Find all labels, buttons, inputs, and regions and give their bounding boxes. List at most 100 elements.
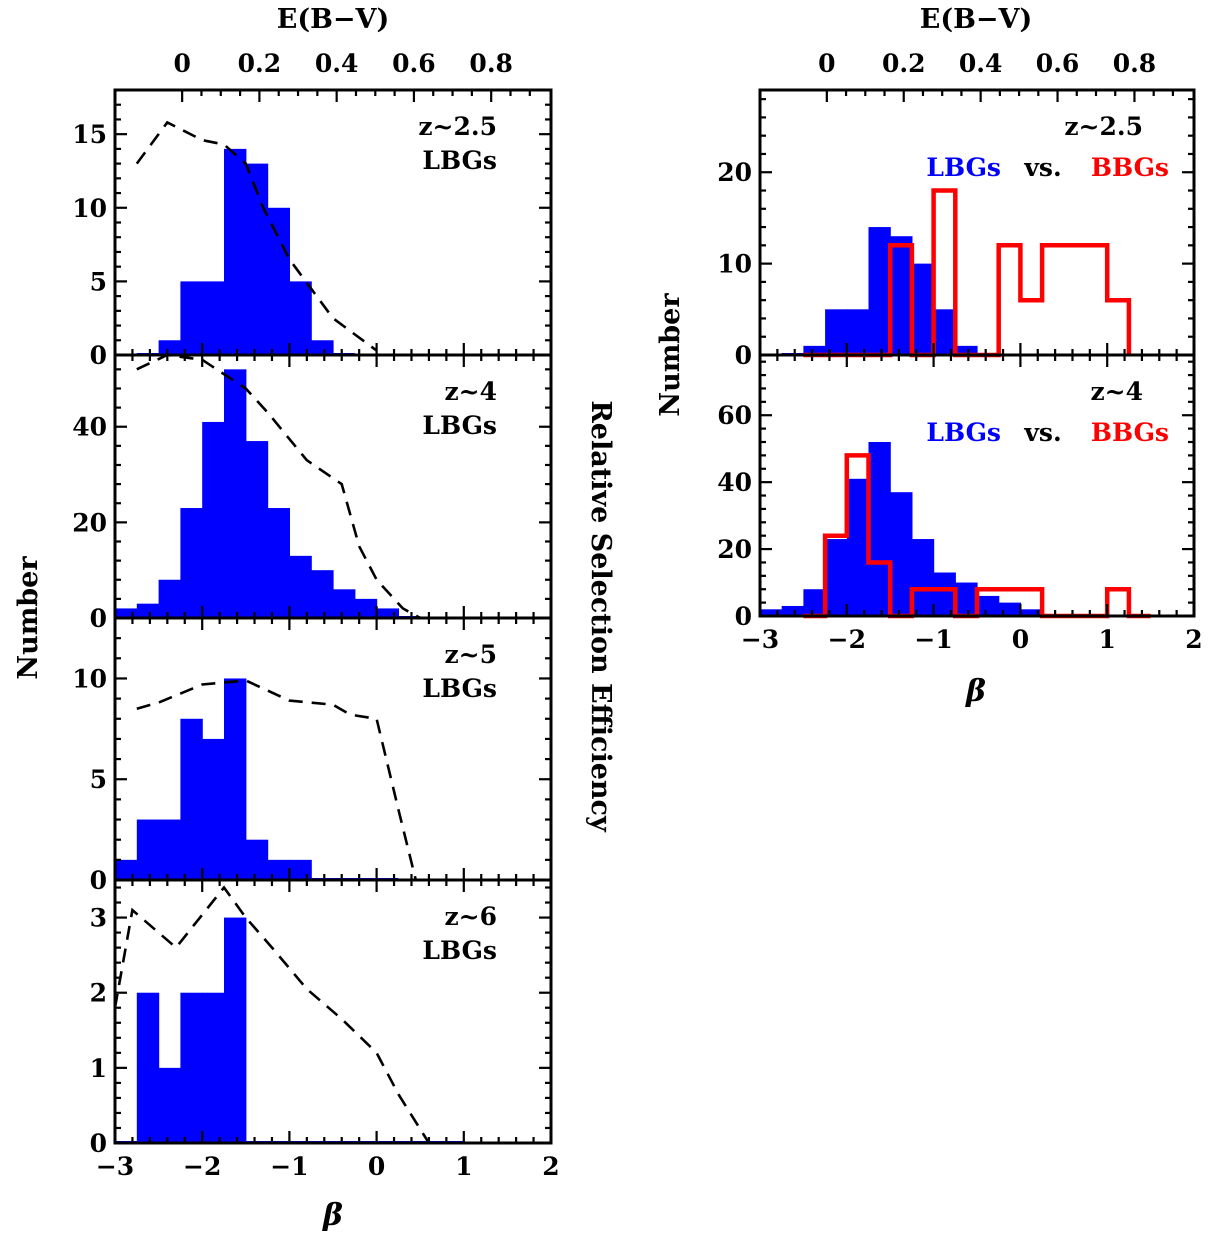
right_z4-legend-vs: vs. — [1023, 418, 1061, 447]
left_z4-efficiency-curve — [136, 353, 421, 620]
left_z6-bar — [158, 1067, 181, 1143]
right_z4-bar — [998, 602, 1021, 616]
left_z25-ebv-tick-label: 0.6 — [392, 49, 436, 78]
left_z5-redshift-label: z~5 — [444, 640, 497, 669]
middle-axis-label: Relative Selection Efficiency — [585, 400, 616, 833]
left_z5-bar — [224, 678, 247, 880]
right_z4-bar — [803, 589, 826, 616]
left_z5-bar — [245, 839, 269, 880]
left_z25-ytick-label: 15 — [72, 120, 107, 149]
left_z25-ytick-label: 5 — [90, 267, 107, 296]
left_z25-bar — [289, 281, 312, 355]
left_z25-bar — [245, 163, 269, 355]
right_z4-frame — [758, 353, 1196, 618]
top-axis-label-right: E(B−V) — [920, 4, 1033, 35]
right_z25-ebv-tick-label: 0.2 — [882, 49, 926, 78]
left_z6-sample-label: LBGs — [422, 936, 497, 965]
right_z4-bar — [977, 595, 1000, 616]
left_z5-bar — [180, 718, 203, 880]
left_z4-bar — [333, 589, 356, 618]
right_z25-legend-bbgs: BBGs — [1091, 153, 1169, 182]
right_z25-bar — [911, 263, 935, 355]
left_z6-bar — [136, 992, 160, 1143]
left_z6-bar — [202, 992, 225, 1143]
left_z25-bar — [158, 340, 181, 355]
left_z4-bar — [311, 570, 334, 618]
right_z4-ytick-label: 40 — [717, 468, 752, 497]
left_z6-xtick-label: 2 — [542, 1152, 559, 1181]
left_z6-ytick-label: 3 — [90, 904, 107, 933]
left_z6-xtick-label: −2 — [183, 1152, 221, 1181]
right_z25-bar — [803, 345, 826, 355]
left_z25-ytick-label: 10 — [72, 194, 107, 223]
right_z4-bar — [781, 605, 804, 616]
left_z25-bar — [224, 148, 247, 355]
left_z4-bar — [289, 555, 312, 618]
right_z25-legend-vs: vs. — [1023, 153, 1061, 182]
left_z6-xtick-label: 0 — [368, 1152, 385, 1181]
curve-layer — [113, 120, 1151, 1144]
left_z4-bar — [115, 608, 138, 618]
left_z5-bar — [289, 859, 312, 880]
left_z4-bar — [245, 441, 269, 618]
left_z25-bar — [267, 207, 290, 355]
left_z25-ebv-tick-label: 0.8 — [469, 49, 513, 78]
right_z4-bar — [825, 539, 848, 616]
right_z25-ytick-label: 10 — [717, 250, 752, 279]
left_z25-sample-label: LBGs — [422, 146, 497, 175]
left_z4-bar — [158, 579, 181, 618]
right_z4-bar — [1020, 609, 1043, 616]
right_z4-bar — [846, 478, 870, 616]
right_z4-xtick-label: −1 — [914, 625, 952, 654]
left_z6-ytick-label: 1 — [90, 1054, 107, 1083]
left_z4-bar — [354, 598, 378, 618]
right_z25-ebv-tick-label: 0 — [818, 49, 835, 78]
x-axis-label-left: β — [322, 1198, 343, 1233]
left_z4-sample-label: LBGs — [422, 411, 497, 440]
left_z25-bar — [202, 281, 225, 355]
right_z4-legend-bbgs: BBGs — [1091, 418, 1169, 447]
left_z6-ytick-label: 2 — [90, 979, 107, 1008]
right_z25-ebv-tick-label: 0.6 — [1036, 49, 1080, 78]
right_z4-bar — [868, 442, 891, 616]
right_z25-bar — [890, 236, 913, 355]
right_z4-legend-lbgs: LBGs — [926, 418, 1001, 447]
left_z25-bar — [180, 281, 203, 355]
right_z25-bar — [868, 227, 891, 355]
left_z5-bar — [267, 859, 290, 880]
left_z6-efficiency-curve — [113, 885, 431, 1144]
right_z25-ebv-tick-label: 0.4 — [959, 49, 1003, 78]
right_z4-bbg-histogram — [803, 453, 1151, 619]
right_z4-ytick-label: 0 — [735, 602, 752, 631]
right_z4-bar — [911, 539, 935, 616]
left_z5-ytick-label: 5 — [90, 765, 107, 794]
left_z6-bar — [180, 992, 203, 1143]
left_z25-ebv-tick-label: 0.4 — [315, 49, 359, 78]
right_z4-xtick-label: 2 — [1185, 625, 1202, 654]
right_z4-ytick-label: 20 — [717, 535, 752, 564]
left_z4-bar — [267, 508, 290, 618]
left_z5-ytick-label: 0 — [90, 866, 107, 895]
right_z4-redshift-label: z~4 — [1090, 377, 1143, 406]
left_z4-ytick-label: 0 — [90, 604, 107, 633]
left_z4-bar — [376, 608, 399, 618]
right-y-axis-label: Number — [655, 293, 686, 417]
right_z25-ebv-tick-label: 0.8 — [1113, 49, 1157, 78]
left_z25-bar — [311, 340, 334, 355]
left_z6-bar — [224, 917, 247, 1143]
left_z5-bar — [115, 859, 138, 880]
right_z25-bbg-histogram — [803, 188, 1132, 358]
left_z4-ytick-label: 40 — [72, 413, 107, 442]
text-layer: E(B−V) E(B−V) Number Number Relative Sel… — [13, 4, 1203, 1233]
left_z5-bar — [158, 819, 181, 880]
left_z5-ytick-label: 10 — [72, 664, 107, 693]
left_z4-bar — [202, 421, 225, 618]
left_z25-efficiency-curve — [135, 120, 378, 352]
left_z6-ytick-label: 0 — [90, 1129, 107, 1158]
right_z4-ytick-label: 60 — [717, 401, 752, 430]
right_z4-bar — [955, 582, 978, 616]
right_z25-legend-lbgs: LBGs — [926, 153, 1001, 182]
right_z4-xtick-label: 0 — [1012, 625, 1029, 654]
left_z6-xtick-label: −1 — [270, 1152, 308, 1181]
